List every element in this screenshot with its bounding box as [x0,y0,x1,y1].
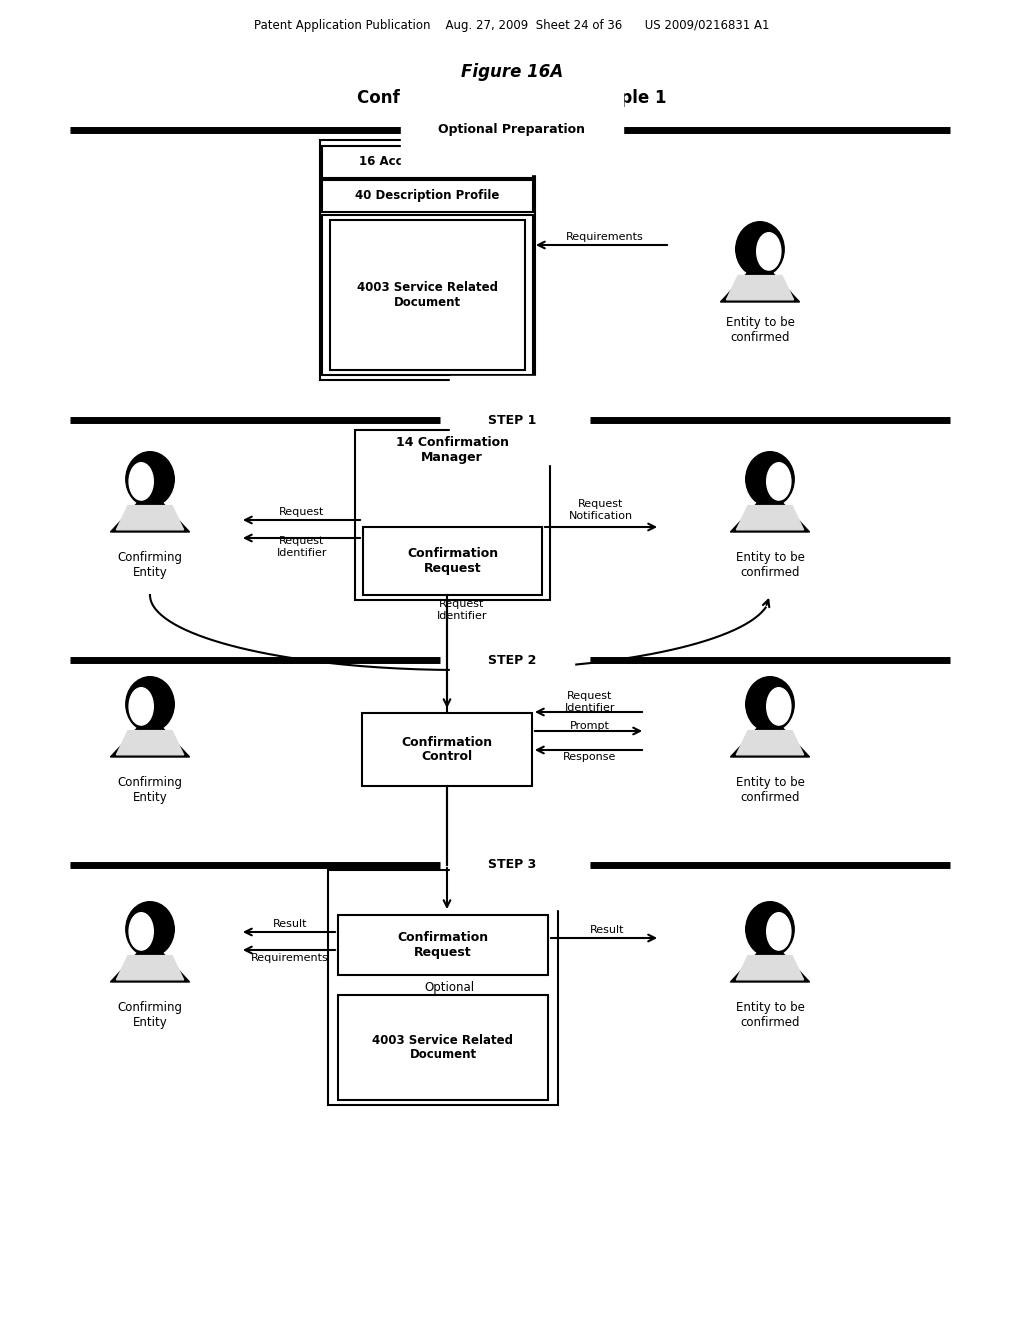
Ellipse shape [745,923,755,936]
Ellipse shape [767,912,791,950]
Text: Entity to be
confirmed: Entity to be confirmed [726,315,795,345]
Polygon shape [111,502,189,532]
Text: STEP 2: STEP 2 [487,653,537,667]
Bar [322,180,534,213]
Polygon shape [755,269,766,273]
Text: 14 Confirmation
Manager: 14 Confirmation Manager [395,436,509,465]
Text: Confirming
Entity: Confirming Entity [118,776,182,804]
Ellipse shape [129,688,154,725]
Text: STEP 3: STEP 3 [487,858,537,871]
Polygon shape [730,726,810,756]
Polygon shape [736,506,804,529]
Ellipse shape [129,912,154,950]
Text: Confirmation Process, Example 1: Confirmation Process, Example 1 [357,88,667,107]
Text: Confirmation
Request: Confirmation Request [397,931,488,960]
Bar [322,215,534,375]
Ellipse shape [736,222,784,277]
Text: Result: Result [590,925,625,935]
Ellipse shape [166,697,174,710]
Text: 16 Account Manager: 16 Account Manager [359,156,496,169]
Polygon shape [721,271,800,302]
Text: Confirming
Entity: Confirming Entity [118,550,182,579]
Bar [338,915,548,975]
Bar [355,430,550,601]
Text: Request
Identifier: Request Identifier [276,536,328,558]
Ellipse shape [126,677,174,731]
Polygon shape [765,949,775,953]
Polygon shape [736,730,804,755]
Text: Patent Application Publication    Aug. 27, 2009  Sheet 24 of 36      US 2009/021: Patent Application Publication Aug. 27, … [254,18,770,32]
Polygon shape [730,952,810,982]
Polygon shape [765,723,775,729]
Text: Result: Result [272,919,307,929]
Ellipse shape [745,473,755,486]
Text: Entity to be
confirmed: Entity to be confirmed [735,550,805,579]
Polygon shape [117,730,183,755]
Text: Request
Notification: Request Notification [569,499,633,521]
Ellipse shape [745,902,795,957]
Ellipse shape [166,923,174,936]
Ellipse shape [767,688,791,725]
Ellipse shape [767,463,791,500]
Polygon shape [111,952,189,982]
Polygon shape [730,502,810,532]
Bar [338,995,548,1100]
Ellipse shape [757,232,781,271]
Text: Entity to be
confirmed: Entity to be confirmed [735,776,805,804]
Ellipse shape [745,451,795,507]
Bar [362,527,542,595]
Polygon shape [117,506,183,529]
Text: Figure 16A: Figure 16A [461,63,563,81]
Bar [330,220,525,370]
Polygon shape [144,949,156,953]
Text: Requirements: Requirements [566,232,644,242]
Ellipse shape [166,473,174,486]
Bar [328,870,558,1105]
Bar [362,713,532,785]
Text: Optional: Optional [424,982,474,994]
Text: Request: Request [280,507,325,517]
Text: 4003 Service Related
Document: 4003 Service Related Document [373,1034,513,1061]
Polygon shape [765,499,775,503]
Ellipse shape [126,902,174,957]
Text: Entity to be
confirmed: Entity to be confirmed [735,1001,805,1030]
Text: Requirements: Requirements [251,953,329,964]
Text: Confirmation
Request: Confirmation Request [407,546,498,576]
Polygon shape [726,276,794,300]
Polygon shape [144,499,156,503]
Polygon shape [144,723,156,729]
Text: Response: Response [563,752,616,762]
Ellipse shape [736,243,744,256]
Bar [319,140,535,380]
Text: Confirming
Entity: Confirming Entity [118,1001,182,1030]
Text: Optional Preparation: Optional Preparation [438,124,586,136]
Bar [322,147,534,178]
Ellipse shape [745,697,755,710]
Polygon shape [736,956,804,979]
Polygon shape [117,956,183,979]
Text: Confirmation
Control: Confirmation Control [401,735,493,763]
Text: Request
Identifier: Request Identifier [565,692,615,713]
Text: STEP 1: STEP 1 [487,413,537,426]
Ellipse shape [129,463,154,500]
Ellipse shape [126,451,174,507]
Text: 40 Description Profile: 40 Description Profile [355,190,500,202]
Ellipse shape [745,677,795,731]
Text: Prompt: Prompt [570,721,610,731]
Text: Request
Identifier: Request Identifier [437,599,487,620]
Polygon shape [111,726,189,756]
Text: 4003 Service Related
Document: 4003 Service Related Document [357,281,498,309]
